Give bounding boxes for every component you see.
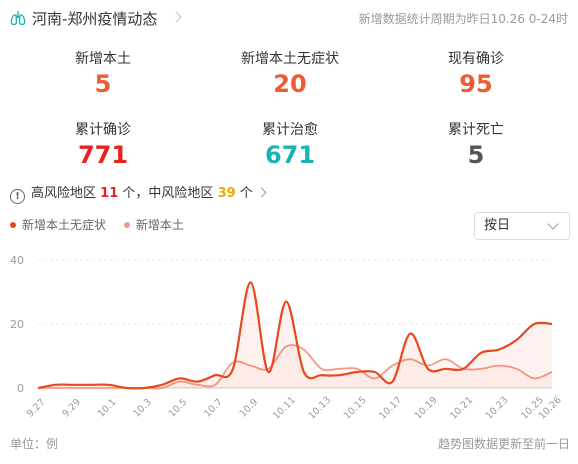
unit-note: 单位：例 xyxy=(10,437,59,451)
x-tick-label: 9.29 xyxy=(60,397,83,420)
risk-unit: 个， xyxy=(122,186,149,201)
stat-total-deaths: 累计死亡 5 xyxy=(386,121,566,171)
x-tick-label: 9.27 xyxy=(25,397,48,420)
legend-item-asymptomatic[interactable]: 新增本土无症状 xyxy=(10,218,106,232)
period-select-value: 按日 xyxy=(484,218,511,233)
x-tick-label: 10.9 xyxy=(238,397,261,420)
risk-unit: 个 xyxy=(239,186,253,201)
y-tick-label: 20 xyxy=(10,318,24,331)
legend-label: 新增本土 xyxy=(135,218,184,232)
high-risk-label: 高风险地区 xyxy=(31,186,97,201)
info-icon: ! xyxy=(10,189,25,204)
stat-current-confirmed: 现有确诊 95 xyxy=(386,50,566,100)
x-tick-label: 10.1 xyxy=(96,397,119,420)
update-note: 趋势图数据更新至前一日 xyxy=(437,437,570,451)
stat-label: 现有确诊 xyxy=(448,51,504,67)
trend-chart: 0 20 40 9.27 9.29 10.1 10.3 10.5 10.7 10.9 10.11 10… xyxy=(10,254,564,422)
page-title[interactable]: 河南-郑州疫情动态 xyxy=(32,10,158,28)
x-tick-label: 10.23 xyxy=(484,395,511,422)
stat-value: 20 xyxy=(273,70,307,98)
x-tick-label: 10.13 xyxy=(306,395,333,422)
stat-value: 5 xyxy=(94,70,112,98)
mid-risk-count: 39 xyxy=(217,186,236,201)
stat-value: 5 xyxy=(467,141,485,169)
chevron-down-icon xyxy=(547,218,559,230)
y-tick-label: 40 xyxy=(10,254,24,267)
y-tick-label: 0 xyxy=(17,382,24,395)
stat-label: 新增本土 xyxy=(75,51,131,67)
chart-legend: 新增本土无症状 新增本土 xyxy=(10,216,198,234)
legend-label: 新增本土无症状 xyxy=(22,218,107,232)
x-tick-label: 10.21 xyxy=(448,395,475,422)
stat-total-cured: 累计治愈 671 xyxy=(200,121,380,171)
legend-dot xyxy=(123,222,130,228)
lung-icon xyxy=(10,11,26,26)
series-area-local xyxy=(38,344,552,389)
x-tick-label: 10.11 xyxy=(271,395,298,422)
x-tick-label: 10.17 xyxy=(377,395,404,422)
stat-new-asymptomatic: 新增本土无症状 20 xyxy=(200,50,380,100)
x-tick-label: 10.15 xyxy=(342,395,369,422)
stat-value: 95 xyxy=(459,70,493,98)
stat-label: 累计死亡 xyxy=(448,122,504,138)
legend-item-local[interactable]: 新增本土 xyxy=(123,218,184,232)
x-tick-label: 10.19 xyxy=(413,395,440,422)
x-tick-label: 10.7 xyxy=(202,397,225,420)
x-tick-label: 10.5 xyxy=(167,397,190,420)
stat-label: 新增本土无症状 xyxy=(241,51,339,67)
risk-area-link[interactable]: ! 高风险地区 11 个，中风险地区 39 个 xyxy=(10,184,267,204)
stat-period-note: 新增数据统计周期为昨日10.26 0-24时 xyxy=(358,12,568,26)
stat-value: 671 xyxy=(264,141,316,169)
stat-value: 771 xyxy=(77,141,129,169)
x-tick-label: 10.3 xyxy=(131,397,154,420)
legend-dot xyxy=(10,222,16,228)
period-select[interactable]: 按日 xyxy=(474,212,570,240)
chevron-right-icon[interactable] xyxy=(170,11,182,23)
series-line-asymptomatic xyxy=(37,281,553,390)
stat-new-local: 新增本土 5 xyxy=(13,50,193,100)
stat-label: 累计治愈 xyxy=(262,122,318,138)
header: 河南-郑州疫情动态 新增数据统计周期为昨日10.26 0-24时 xyxy=(10,8,570,30)
mid-risk-label: 中风险地区 xyxy=(148,186,214,201)
chevron-right-icon xyxy=(256,187,267,198)
stat-total-confirmed: 累计确诊 771 xyxy=(13,121,193,171)
stat-label: 累计确诊 xyxy=(75,122,131,138)
high-risk-count: 11 xyxy=(100,186,119,201)
